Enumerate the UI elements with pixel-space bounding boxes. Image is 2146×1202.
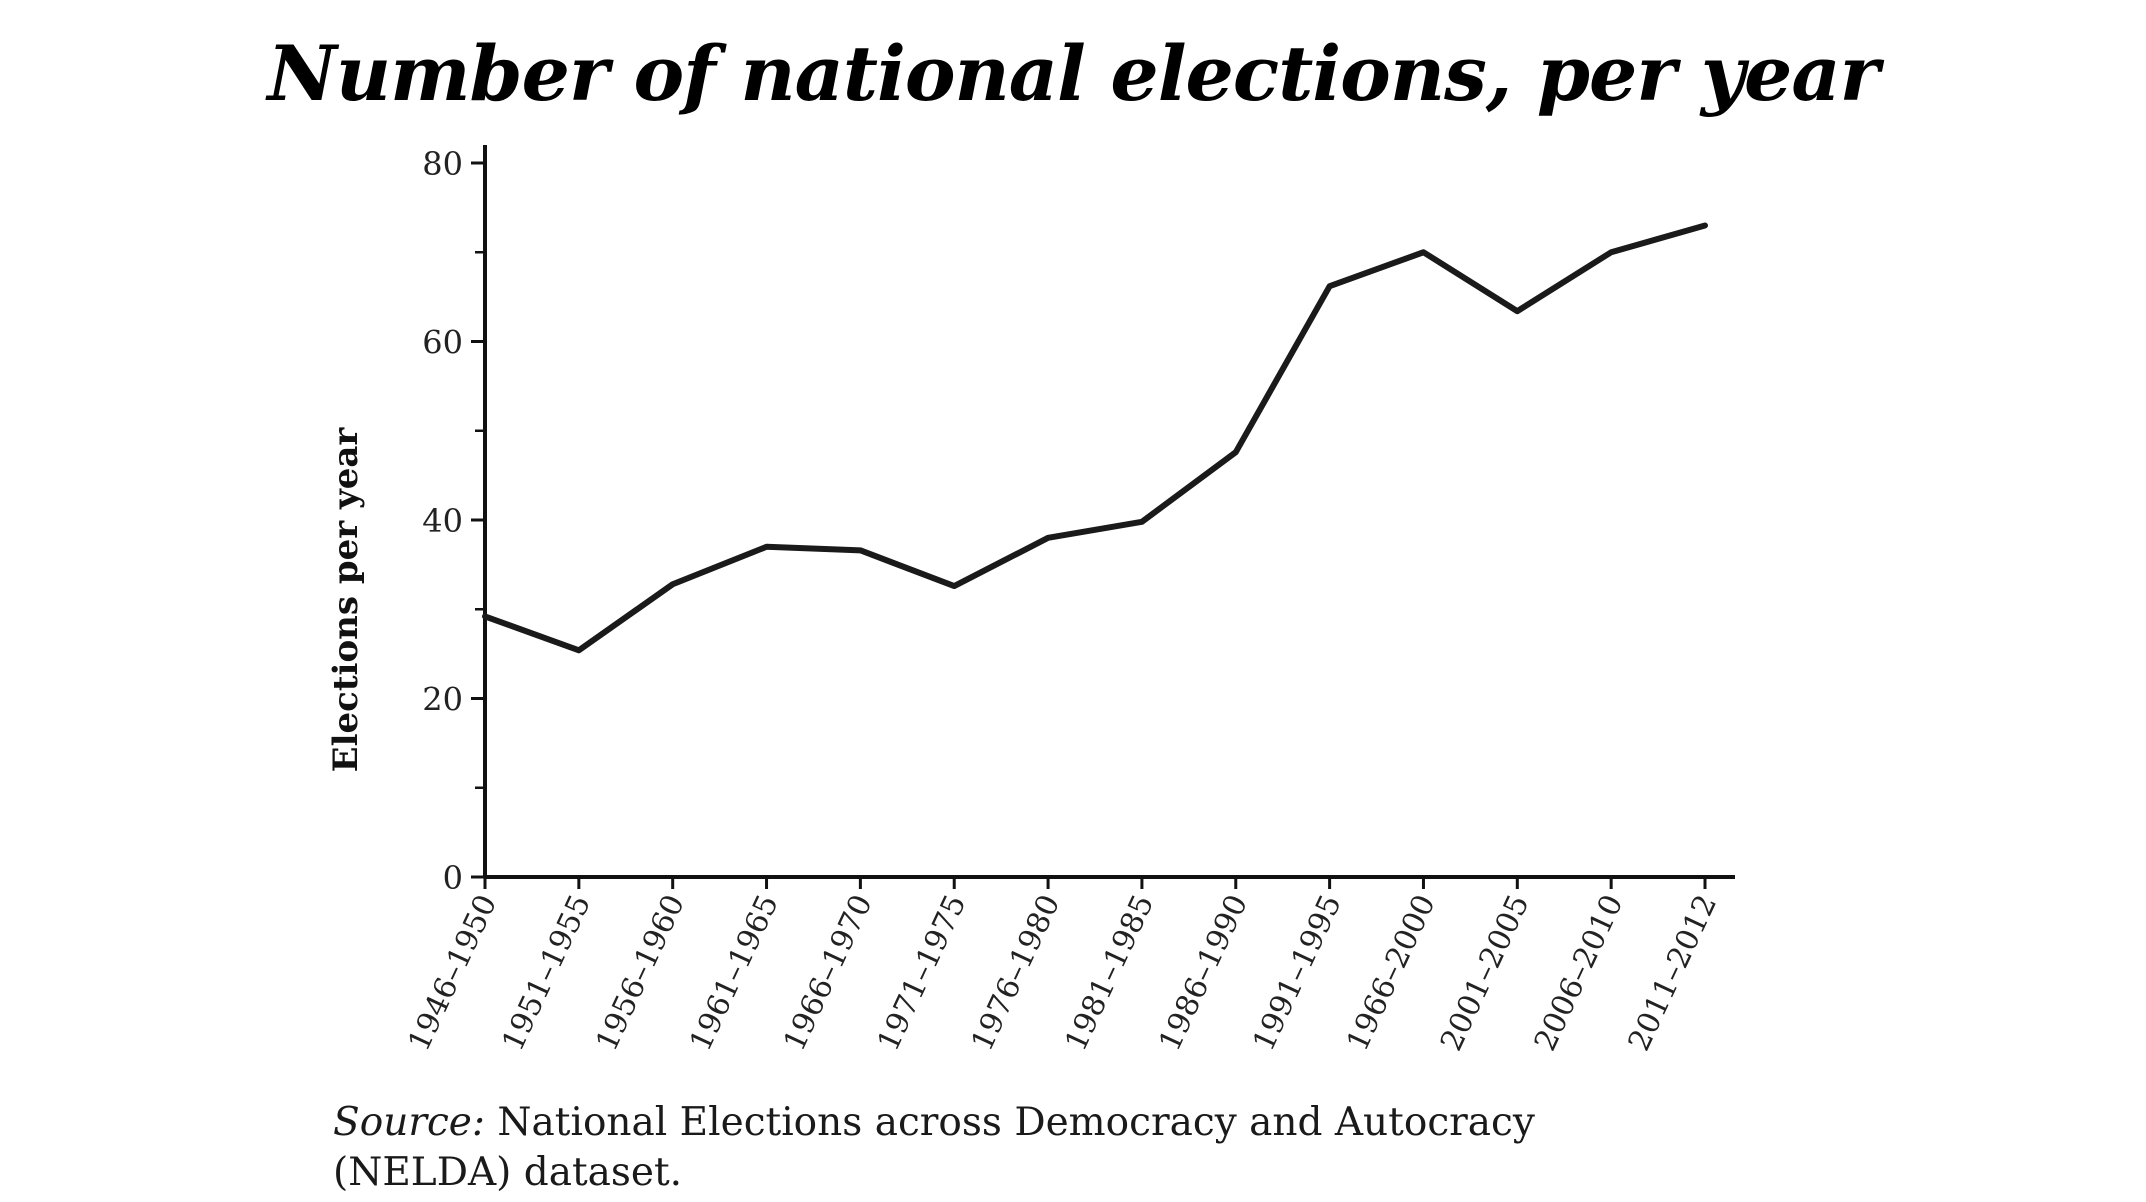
x-tick-label: 1966–2000 — [1340, 890, 1443, 1057]
x-tick-label: 1951–1955 — [496, 890, 599, 1057]
x-tick-label: 2001–2005 — [1434, 890, 1537, 1057]
source-text: National Elections across Democracy and … — [333, 1100, 1535, 1195]
y-axis-label: Elections per year — [326, 427, 366, 773]
x-tick-label: 1981–1985 — [1059, 890, 1162, 1057]
y-tick-label: 60 — [422, 324, 463, 362]
x-axis: 1946–19501951–19551956–19601961–19651966… — [402, 875, 1735, 1057]
x-tick-label: 2006–2010 — [1528, 890, 1631, 1057]
series-elections — [482, 222, 1708, 654]
y-tick-label: 20 — [422, 681, 463, 719]
y-tick-label: 0 — [443, 859, 463, 897]
y-tick-label: 80 — [422, 145, 463, 183]
y-axis: 0 20 40 60 80 — [422, 145, 487, 897]
x-tick-label: 1961–1965 — [683, 890, 786, 1057]
x-tick-label: 1946–1950 — [402, 890, 505, 1057]
source-note: Source: National Elections across Democr… — [333, 1098, 1713, 1198]
x-tick-label: 2011–2012 — [1622, 890, 1725, 1057]
chart-title: Number of national elections, per year — [267, 29, 1879, 118]
x-tick-label: 1976–1980 — [965, 890, 1068, 1057]
y-tick-label: 40 — [422, 502, 463, 540]
x-tick-label: 1971–1975 — [871, 890, 974, 1057]
x-tick-label: 1991–1995 — [1246, 890, 1349, 1057]
x-tick-label: 1986–1990 — [1152, 890, 1255, 1057]
x-tick-label: 1966–1970 — [777, 890, 880, 1057]
x-tick-label: 1956–1960 — [589, 890, 692, 1057]
series-line — [482, 222, 1708, 654]
source-label: Source: — [333, 1100, 486, 1145]
